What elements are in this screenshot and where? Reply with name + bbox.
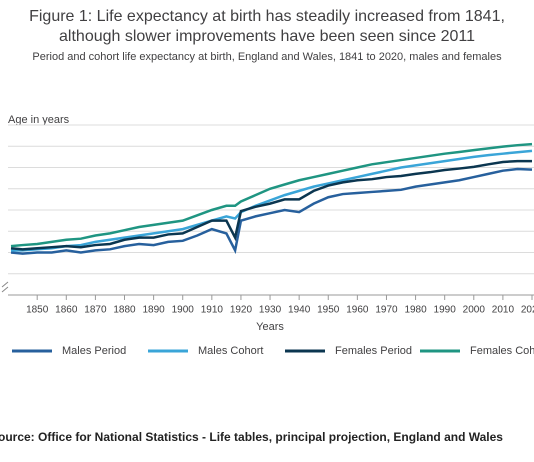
x-tick-label: 1970 [375,305,398,316]
source: Source: Office for National Statistics -… [0,430,503,444]
axis-break [1,281,9,293]
x-tick-label: 1880 [113,305,136,316]
series-line [11,149,533,252]
legend-label: Females Cohort [470,345,534,357]
legend-label: Males Period [62,345,126,357]
x-tick-label: 2010 [492,305,515,316]
x-tick-label: 1860 [55,305,78,316]
series-line [10,167,533,255]
x-tick-label: 2020 [521,305,534,316]
x-tick-label: 1870 [84,305,107,316]
x-tick-label: 1910 [201,305,224,316]
legend-label: Males Cohort [198,345,263,357]
chart-title: Figure 1: Life expectancy at birth has s… [29,8,505,25]
x-tick-label: 1940 [288,305,311,316]
x-tick-label: 1960 [346,305,369,316]
x-tick-label: 1890 [142,305,165,316]
series-line [10,159,532,251]
x-tick-label: 1920 [230,305,253,316]
chart-subtitle: Period and cohort life expectancy at bir… [32,51,502,63]
legend-label: Females Period [335,345,412,357]
series-line [10,142,533,248]
x-tick-label: 1900 [172,305,195,316]
x-axis-label: Years [256,321,284,333]
x-tick-label: 1930 [259,305,282,316]
x-tick-label: 1980 [404,305,427,316]
y-axis-label: Age in years [8,114,70,126]
x-tick-label: 1850 [26,305,49,316]
chart-title: although slower improvements have been s… [59,28,475,45]
x-tick-label: 2000 [463,305,486,316]
x-tick-label: 1950 [317,305,340,316]
x-tick-label: 1990 [434,305,457,316]
